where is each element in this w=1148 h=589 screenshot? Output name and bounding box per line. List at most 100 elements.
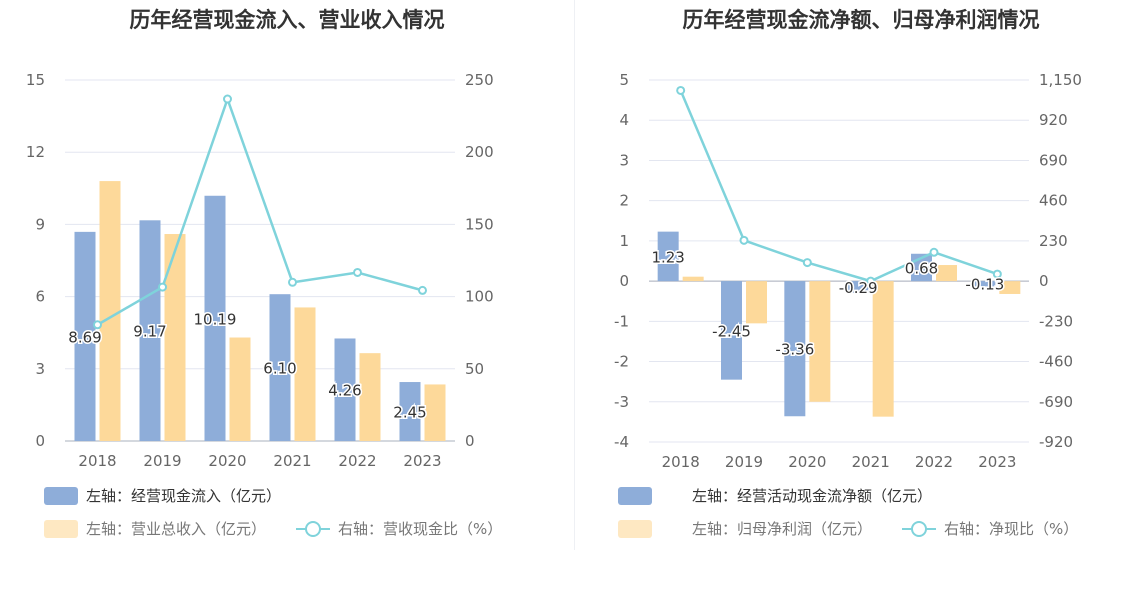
right-axis-tick-label: -690 bbox=[1039, 393, 1073, 411]
left-axis-tick-label: 0 bbox=[619, 272, 629, 290]
data-label: 4.26 bbox=[328, 382, 361, 400]
line-series bbox=[679, 90, 998, 283]
legend-label-series-3: 右轴：营收现金比（%） bbox=[338, 520, 502, 538]
bar-series-2 bbox=[872, 281, 894, 417]
legend-swatch-series-1 bbox=[618, 487, 652, 505]
chart-panel-net-cash: 历年经营现金流净额、归母净利润情况 -4 -3 -2 -1 0 1 2 3 4 5 -920 -690… bbox=[574, 0, 1148, 560]
line-point bbox=[929, 247, 939, 257]
left-axis-tick-label: 12 bbox=[26, 143, 45, 161]
legend-label-series-2: 左轴：营业总收入（亿元） bbox=[86, 520, 266, 538]
left-axis-tick-label: 5 bbox=[619, 71, 629, 89]
data-label: -3.36 bbox=[775, 341, 814, 359]
chart-canvas: -4 -3 -2 -1 0 1 2 3 4 5 -920 -690 -460 -230 0 230 460 690… bbox=[614, 71, 1082, 538]
left-axis-tick-label: 6 bbox=[35, 288, 45, 306]
x-axis-tick-label: 2022 bbox=[338, 452, 376, 470]
bar-series-2 bbox=[424, 384, 446, 441]
left-axis-tick-label: 4 bbox=[619, 111, 629, 129]
right-axis-tick-label: 230 bbox=[1039, 232, 1068, 250]
legend-swatch-series-2 bbox=[44, 520, 78, 538]
right-axis-tick-label: -460 bbox=[1039, 353, 1073, 371]
x-axis-tick-label: 2021 bbox=[273, 452, 311, 470]
right-axis-tick-label: 250 bbox=[465, 71, 494, 89]
bar-series-1 bbox=[784, 281, 806, 417]
right-axis-tick-label: -230 bbox=[1039, 312, 1073, 330]
x-axis-tick-label: 2021 bbox=[852, 453, 890, 471]
bar-series-2 bbox=[809, 281, 831, 402]
bar-series-2 bbox=[359, 353, 381, 441]
data-label: 9.17 bbox=[133, 323, 166, 341]
left-axis-tick-label: -2 bbox=[614, 353, 629, 371]
chart-panel-cash-inflow: 历年经营现金流入、营业收入情况 0 3 6 9 12 15 0 50 100 150 200 250 2… bbox=[0, 0, 574, 560]
data-label: 1.23 bbox=[651, 248, 684, 266]
bar-series-1 bbox=[74, 231, 96, 441]
right-axis-tick-label: 690 bbox=[1039, 151, 1068, 169]
x-axis-tick-label: 2023 bbox=[403, 452, 441, 470]
x-axis-tick-label: 2020 bbox=[788, 453, 826, 471]
bar-series-2 bbox=[164, 234, 186, 441]
line-point bbox=[866, 276, 876, 286]
bar-series-2 bbox=[682, 276, 704, 282]
bar-series-2 bbox=[99, 181, 121, 441]
line-point bbox=[418, 285, 427, 295]
bar-series-2 bbox=[294, 307, 316, 441]
left-axis-tick-label: 3 bbox=[619, 151, 629, 169]
legend-label-series-3: 右轴：净现比（%） bbox=[944, 520, 1078, 538]
left-axis-tick-label: 15 bbox=[26, 71, 45, 89]
left-axis-tick-label: -4 bbox=[614, 433, 629, 451]
left-axis-tick-label: -1 bbox=[614, 312, 629, 330]
legend-marker-series-3 bbox=[305, 521, 321, 537]
data-label: 2.45 bbox=[393, 404, 426, 422]
bar-series-2 bbox=[999, 281, 1021, 294]
data-label: 6.10 bbox=[263, 360, 296, 378]
bar-series-2 bbox=[746, 281, 767, 324]
legend-swatch-series-2 bbox=[618, 520, 652, 538]
right-axis-tick-label: 0 bbox=[1039, 272, 1049, 290]
bar-series-1 bbox=[847, 281, 869, 293]
line-point bbox=[739, 235, 749, 245]
right-axis-tick-label: 0 bbox=[465, 432, 475, 450]
right-axis-tick-label: 100 bbox=[465, 288, 494, 306]
data-label: -2.45 bbox=[712, 322, 751, 340]
legend-label-series-2: 左轴：归母净利润（亿元） bbox=[692, 520, 872, 538]
bar-series-1 bbox=[399, 382, 421, 441]
bar-series-1 bbox=[204, 195, 226, 441]
legend-marker-series-3 bbox=[911, 521, 927, 537]
left-axis-tick-label: 0 bbox=[35, 432, 45, 450]
line-point bbox=[802, 258, 812, 268]
line-point bbox=[992, 269, 1002, 279]
data-label: 0.68 bbox=[905, 259, 938, 277]
legend-swatch-series-1 bbox=[44, 487, 78, 505]
line-point bbox=[676, 85, 686, 95]
data-label: 10.19 bbox=[194, 310, 237, 328]
bar-series-1 bbox=[657, 231, 679, 282]
legend-label-series-1: 左轴：经营现金流入（亿元） bbox=[86, 487, 281, 505]
bar-series-2 bbox=[936, 265, 957, 282]
bar-series-1 bbox=[269, 294, 291, 441]
bar-series-2 bbox=[229, 337, 251, 441]
x-axis-tick-label: 2020 bbox=[208, 452, 246, 470]
left-axis-tick-label: 1 bbox=[619, 232, 629, 250]
bar-series-1 bbox=[721, 281, 742, 380]
right-axis-tick-label: 1,150 bbox=[1039, 71, 1082, 89]
left-axis-tick-label: -3 bbox=[614, 393, 629, 411]
left-axis-tick-label: 9 bbox=[35, 215, 45, 233]
x-axis-tick-label: 2018 bbox=[78, 452, 116, 470]
bar-series-1 bbox=[334, 338, 356, 441]
right-axis-tick-label: 150 bbox=[465, 215, 494, 233]
bar-series-1 bbox=[139, 220, 161, 441]
right-axis-tick-label: 460 bbox=[1039, 192, 1068, 210]
x-axis-tick-label: 2023 bbox=[978, 453, 1016, 471]
data-label: -0.13 bbox=[965, 276, 1004, 294]
line-point bbox=[158, 282, 167, 292]
data-label: -0.29 bbox=[839, 279, 878, 297]
line-point bbox=[223, 94, 232, 104]
bar-series-1 bbox=[974, 281, 996, 287]
left-axis-tick-label: 3 bbox=[35, 360, 45, 378]
chart-title: 历年经营现金流入、营业收入情况 bbox=[129, 8, 445, 32]
right-axis-tick-label: 50 bbox=[465, 360, 484, 378]
line-point bbox=[353, 267, 362, 277]
right-axis-tick-label: 200 bbox=[465, 143, 494, 161]
legend-label-series-1: 左轴：经营活动现金流净额（亿元） bbox=[692, 487, 932, 505]
x-axis-tick-label: 2019 bbox=[143, 452, 181, 470]
